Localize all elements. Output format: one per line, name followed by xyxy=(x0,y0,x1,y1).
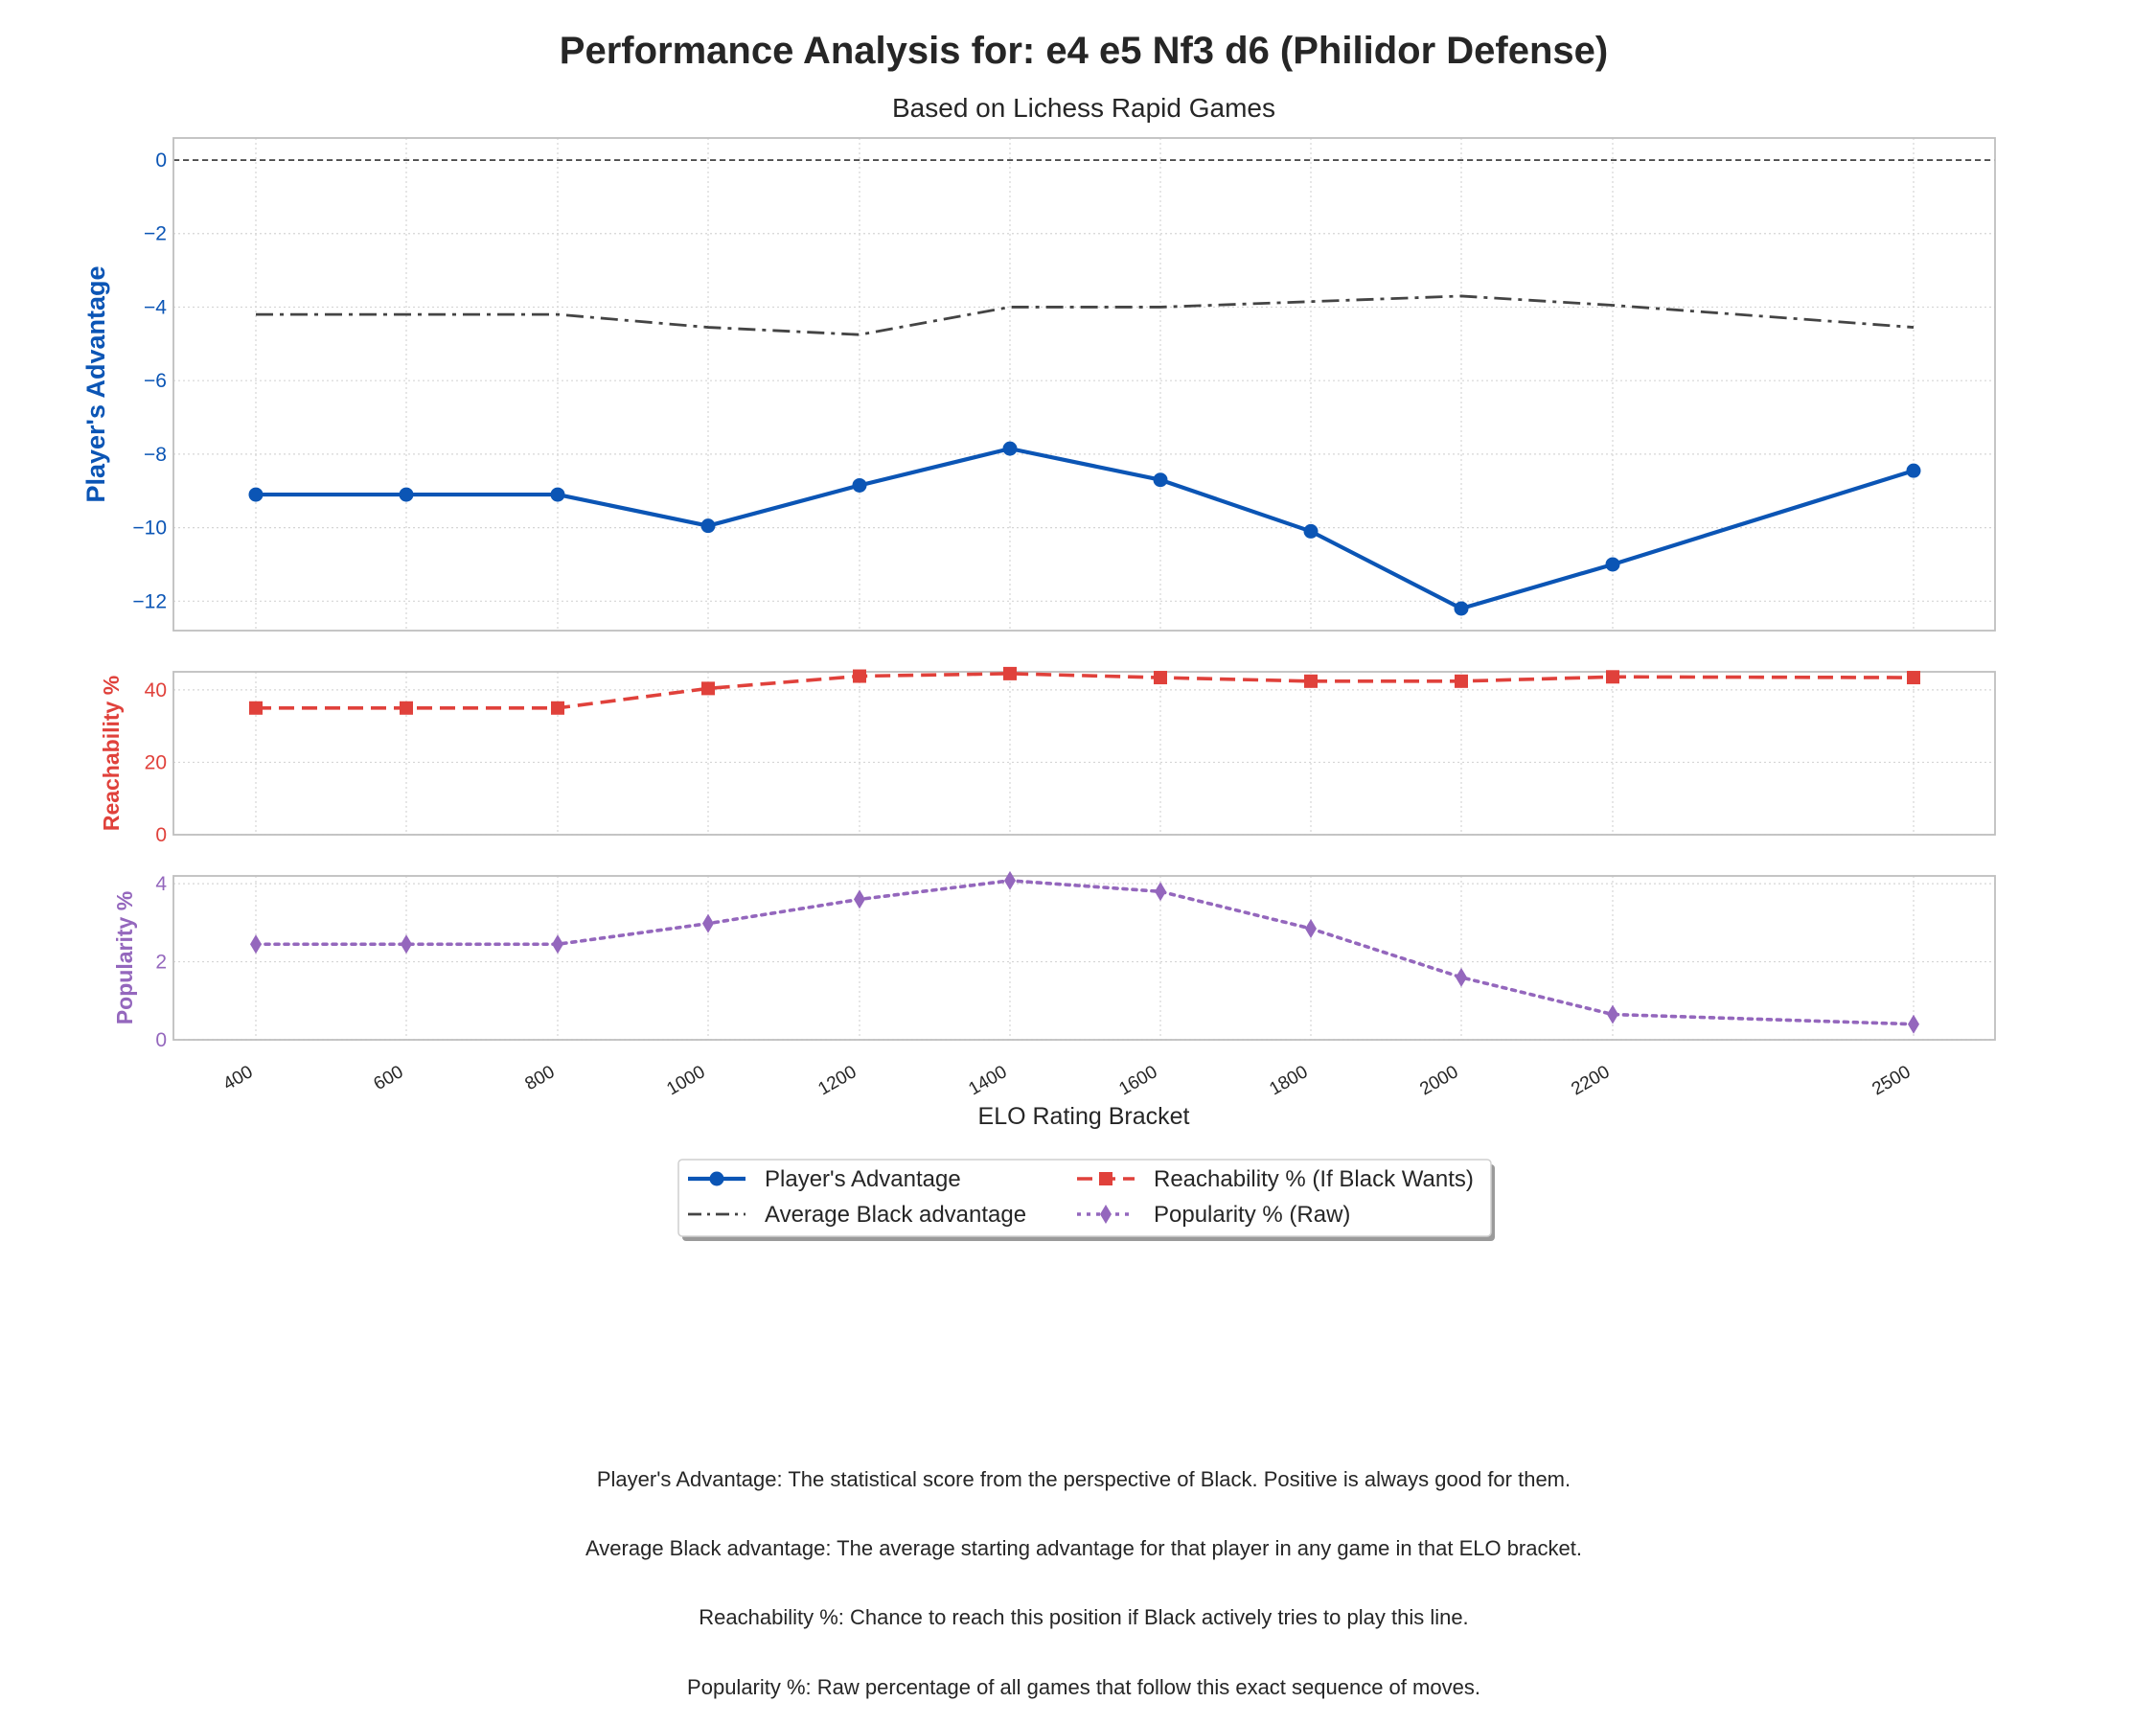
popularity-point xyxy=(1155,882,1166,902)
x-tick-label: 600 xyxy=(371,1062,407,1094)
advantage-point xyxy=(852,477,867,493)
y-tick-label: −12 xyxy=(132,590,167,612)
popularity-point xyxy=(1607,1004,1618,1024)
popularity-point xyxy=(552,934,563,954)
legend-label: Reachability % (If Black Wants) xyxy=(1154,1166,1474,1192)
x-tick-label: 400 xyxy=(220,1062,257,1094)
x-tick-label: 2500 xyxy=(1869,1062,1914,1099)
y-axis-title: Popularity % xyxy=(112,891,137,1024)
advantage-point xyxy=(1906,463,1921,478)
y-tick-label: 2 xyxy=(155,952,167,974)
footnote: Reachability %: Chance to reach this pos… xyxy=(699,1605,1468,1629)
y-tick-label: 40 xyxy=(145,679,167,702)
legend-marker-square xyxy=(1099,1172,1112,1185)
x-tick-label: 1600 xyxy=(1115,1062,1160,1099)
reachability-point xyxy=(1003,666,1017,680)
legend-label: Average Black advantage xyxy=(765,1202,1026,1228)
popularity-point xyxy=(1305,918,1317,938)
series-line-reachability xyxy=(256,672,1915,710)
popularity-point xyxy=(250,934,262,954)
legend: Player's Advantage Average Black advantag… xyxy=(677,1159,1495,1241)
x-tick-label: 1400 xyxy=(965,1062,1010,1099)
popularity-point xyxy=(1004,870,1016,890)
series-line-average xyxy=(256,294,1915,336)
y-tick-label: −2 xyxy=(144,223,167,245)
y-tick-label: −8 xyxy=(144,444,167,466)
x-tick-label: 800 xyxy=(522,1062,559,1094)
panel-bottom: 0 2 4 Popularity % 400 600 800 1000 1200 1400 1600… xyxy=(112,870,1996,1130)
panel-frame xyxy=(172,671,1996,836)
legend-entry: Reachability % (If Black Wants) xyxy=(1077,1166,1474,1192)
advantage-point xyxy=(1153,472,1168,488)
advantage-point xyxy=(248,487,264,502)
footnotes: Player's Advantage: The statistical scor… xyxy=(585,1467,1582,1699)
series-line-advantage xyxy=(256,447,1915,611)
popularity-point xyxy=(854,889,865,909)
x-tick-label: 2200 xyxy=(1568,1062,1613,1099)
popularity-point xyxy=(702,913,714,933)
reachability-point xyxy=(400,701,413,715)
legend-entry: Average Black advantage xyxy=(688,1202,1026,1228)
reachability-point xyxy=(1304,674,1318,688)
y-axis-title: Player's Advantage xyxy=(81,265,110,502)
y-tick-label: −10 xyxy=(132,518,167,540)
reachability-point xyxy=(1606,670,1619,684)
reachability-point xyxy=(701,681,715,696)
reachability-point xyxy=(1907,671,1920,685)
y-tick-label: 0 xyxy=(155,1029,167,1051)
x-tick-label: 2000 xyxy=(1416,1062,1461,1099)
legend-marker-circle xyxy=(709,1171,724,1186)
panel-middle: 0 20 40 Reachability % xyxy=(99,666,1996,846)
panel-top: 0 −2 −4 −6 −8 −10 −12 Player's Advantage xyxy=(81,137,1996,632)
legend-box xyxy=(677,1159,1492,1237)
popularity-point xyxy=(401,934,412,954)
y-tick-label: 4 xyxy=(155,873,167,895)
reachability-point xyxy=(1455,674,1468,688)
legend-label: Popularity % (Raw) xyxy=(1154,1202,1350,1228)
footnote: Player's Advantage: The statistical scor… xyxy=(597,1467,1571,1491)
advantage-point xyxy=(1605,557,1620,572)
y-tick-label: −6 xyxy=(144,370,167,392)
reachability-point xyxy=(1154,671,1167,685)
advantage-point xyxy=(700,518,716,534)
advantage-point xyxy=(1454,601,1469,616)
x-tick-label: 1200 xyxy=(814,1062,860,1099)
chart-title: Performance Analysis for: e4 e5 Nf3 d6 (… xyxy=(560,30,1608,72)
legend-label: Player's Advantage xyxy=(765,1166,961,1192)
panel-frame xyxy=(172,137,1996,632)
series-line-popularity xyxy=(254,879,1915,1026)
x-tick-label: 1800 xyxy=(1266,1062,1311,1099)
reachability-point xyxy=(249,701,263,715)
advantage-point xyxy=(1303,523,1319,539)
legend-entry: Popularity % (Raw) xyxy=(1077,1202,1350,1228)
panel-frame xyxy=(172,875,1996,1041)
y-tick-label: 0 xyxy=(155,150,167,172)
y-axis-title: Reachability % xyxy=(99,676,124,831)
advantage-point xyxy=(550,487,565,502)
x-tick-label: 1000 xyxy=(663,1062,708,1099)
y-tick-label: −4 xyxy=(144,296,167,318)
footnote: Average Black advantage: The average sta… xyxy=(585,1536,1582,1560)
reachability-point xyxy=(853,669,866,683)
popularity-point xyxy=(1456,967,1467,987)
reachability-point xyxy=(551,701,564,715)
legend-entry: Player's Advantage xyxy=(688,1166,961,1192)
legend-marker-diamond xyxy=(1100,1205,1112,1224)
y-tick-label: 0 xyxy=(155,824,167,846)
advantage-point xyxy=(399,487,414,502)
popularity-point xyxy=(1908,1014,1919,1034)
x-axis-title: ELO Rating Bracket xyxy=(978,1103,1190,1130)
advantage-point xyxy=(1002,441,1018,456)
chart-subtitle: Based on Lichess Rapid Games xyxy=(892,93,1275,123)
footnote: Popularity %: Raw percentage of all game… xyxy=(687,1675,1480,1699)
y-tick-label: 20 xyxy=(145,751,167,773)
